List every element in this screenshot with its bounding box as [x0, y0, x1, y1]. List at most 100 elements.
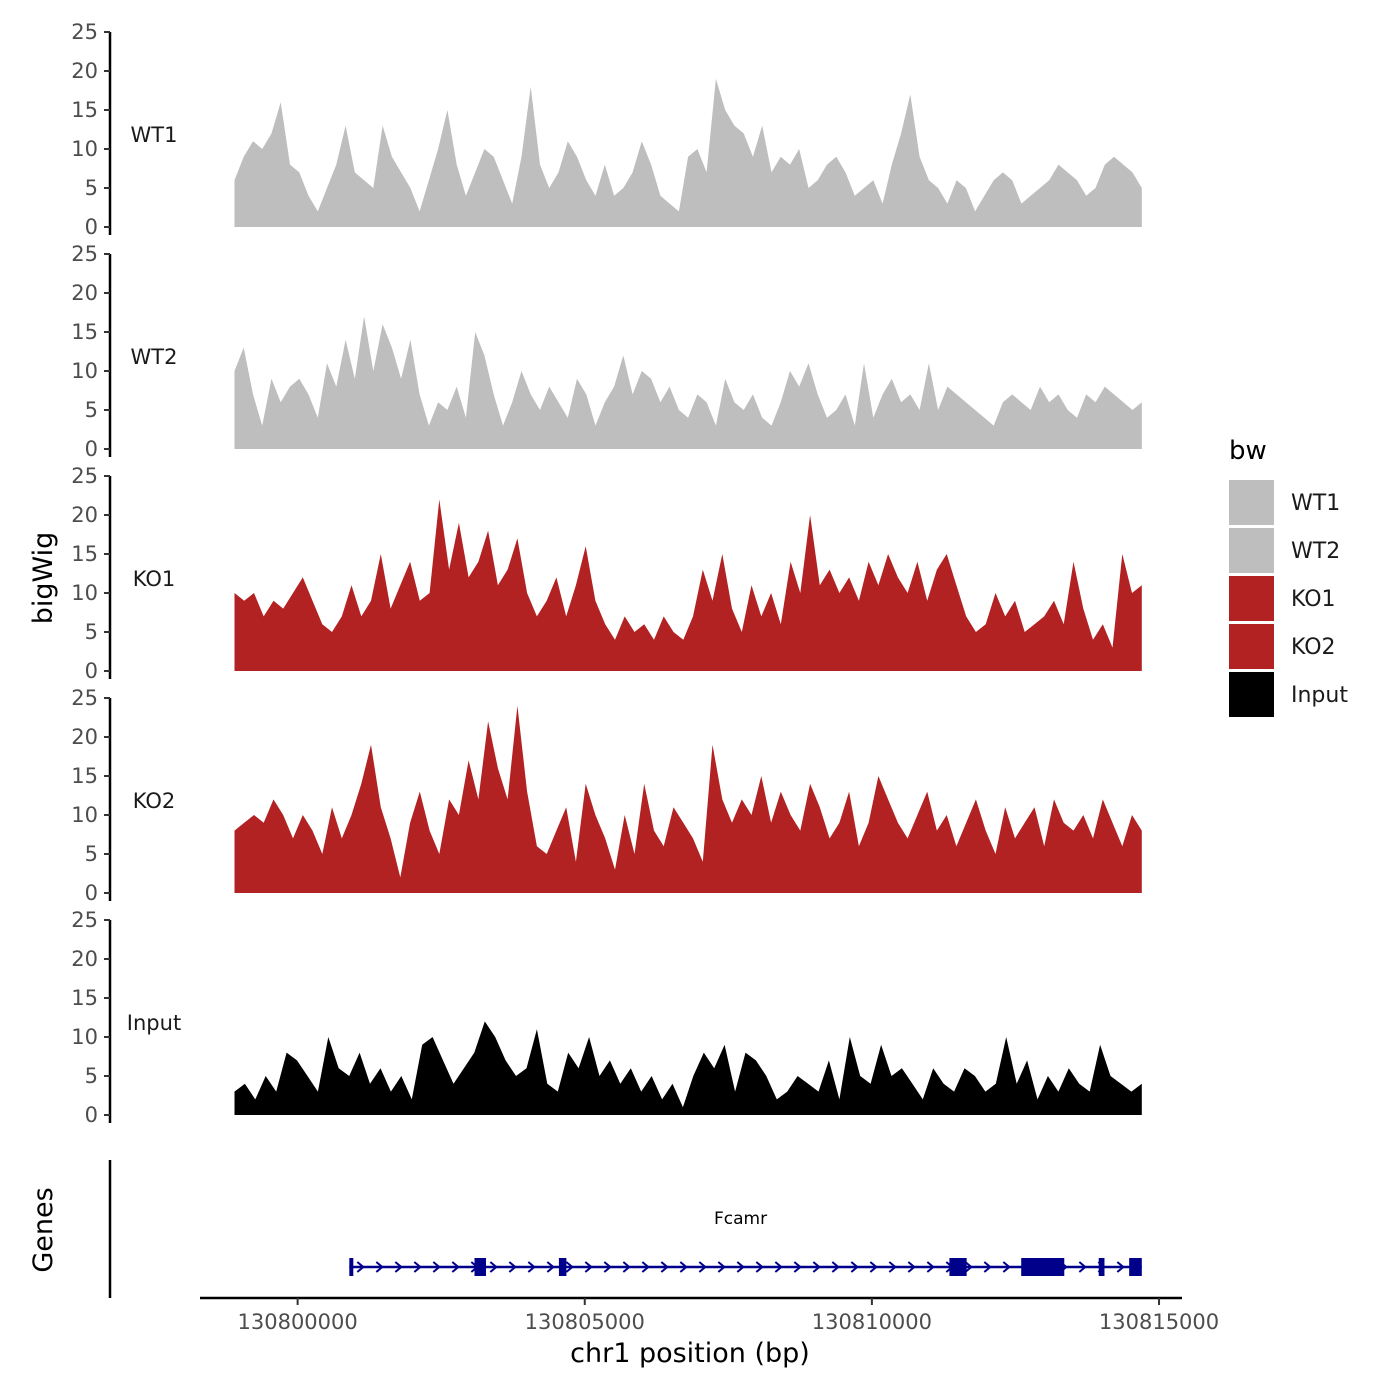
- strand-arrow: [641, 1261, 650, 1273]
- x-tick-label: 130810000: [812, 1310, 932, 1334]
- y-tick-label: 15: [71, 764, 98, 788]
- x-axis-title: chr1 position (bp): [570, 1338, 810, 1369]
- y-tick-label: 25: [71, 464, 98, 488]
- track-wt1: 0 5 10 15 20 25 WT1: [71, 20, 1142, 239]
- exon: [349, 1258, 354, 1276]
- track-ko2: 0 5 10 15 20 25 KO2: [71, 686, 1142, 905]
- strand-arrow: [1116, 1261, 1125, 1273]
- strand-arrow: [698, 1261, 707, 1273]
- y-tick-label: 15: [71, 542, 98, 566]
- strand-arrow: [964, 1261, 973, 1273]
- area-input: [234, 1021, 1142, 1115]
- y-tick-label: 5: [85, 620, 98, 644]
- y-tick-label: 10: [71, 359, 98, 383]
- strand-arrow: [774, 1261, 783, 1273]
- legend-item-wt2: WT2: [1229, 528, 1340, 573]
- exon: [1021, 1258, 1065, 1276]
- y-tick-label: 15: [71, 98, 98, 122]
- legend-label: Input: [1291, 683, 1348, 708]
- y-tick-label: 20: [71, 59, 98, 83]
- strand-arrow: [983, 1261, 992, 1273]
- y-tick-label: 0: [85, 659, 98, 683]
- y-tick-label: 5: [85, 398, 98, 422]
- y-tick-label: 0: [85, 215, 98, 239]
- y-tick-label: 0: [85, 881, 98, 905]
- exon: [1098, 1258, 1105, 1276]
- area-ko1: [234, 499, 1142, 671]
- track-label: KO2: [133, 789, 176, 813]
- legend-swatch: [1229, 672, 1274, 717]
- y-tick-label: 15: [71, 320, 98, 344]
- y-tick-label: 20: [71, 281, 98, 305]
- track-label: Input: [127, 1011, 181, 1035]
- y-tick-label: 20: [71, 503, 98, 527]
- strand-arrow: [546, 1261, 555, 1273]
- x-tick-label: 130805000: [525, 1310, 645, 1334]
- strand-arrow: [907, 1261, 916, 1273]
- exon: [474, 1258, 486, 1276]
- strand-arrow: [508, 1261, 517, 1273]
- y-axis-title: bigWig: [28, 532, 59, 625]
- x-tick-label: 130800000: [238, 1310, 358, 1334]
- y-tick-label: 10: [71, 137, 98, 161]
- legend-item-ko1: KO1: [1229, 576, 1336, 621]
- strand-arrow: [679, 1261, 688, 1273]
- y-tick-label: 20: [71, 947, 98, 971]
- x-tick-label: 130815000: [1099, 1310, 1219, 1334]
- y-tick-label: 10: [71, 1025, 98, 1049]
- legend-swatch: [1229, 528, 1274, 573]
- y-tick-label: 25: [71, 908, 98, 932]
- strand-arrow: [850, 1261, 859, 1273]
- legend-label: KO2: [1291, 635, 1336, 660]
- strand-arrow: [1078, 1261, 1087, 1273]
- x-axis: 130800000 130805000 130810000 130815000: [200, 1296, 1219, 1334]
- track-label: KO1: [133, 567, 176, 591]
- y-tick-label: 10: [71, 803, 98, 827]
- legend: bw WT1 WT2 KO1 KO2 Input: [1229, 436, 1348, 717]
- strand-arrow: [926, 1261, 935, 1273]
- y-tick-label: 25: [71, 686, 98, 710]
- exon: [949, 1258, 967, 1276]
- legend-item-wt1: WT1: [1229, 480, 1340, 525]
- strand-arrow: [717, 1261, 726, 1273]
- strand-arrow: [451, 1261, 460, 1273]
- y-tick-label: 0: [85, 437, 98, 461]
- track-label: WT1: [131, 123, 178, 147]
- strand-arrow: [660, 1261, 669, 1273]
- legend-swatch: [1229, 576, 1274, 621]
- legend-swatch: [1229, 480, 1274, 525]
- strand-arrow: [793, 1261, 802, 1273]
- strand-arrow: [622, 1261, 631, 1273]
- y-tick-label: 5: [85, 176, 98, 200]
- legend-label: WT2: [1291, 539, 1340, 564]
- legend-item-ko2: KO2: [1229, 624, 1336, 669]
- y-tick-label: 10: [71, 581, 98, 605]
- exon: [1129, 1258, 1142, 1276]
- track-wt2: 0 5 10 15 20 25 WT2: [71, 242, 1142, 461]
- strand-arrow: [812, 1261, 821, 1273]
- strand-arrow: [831, 1261, 840, 1273]
- legend-swatch: [1229, 624, 1274, 669]
- y-tick-label: 5: [85, 1064, 98, 1088]
- genes-axis-title: Genes: [28, 1187, 59, 1272]
- strand-arrow: [356, 1261, 365, 1273]
- strand-arrow: [394, 1261, 403, 1273]
- area-wt1: [234, 78, 1142, 227]
- strand-arrow: [869, 1261, 878, 1273]
- strand-arrow: [413, 1261, 422, 1273]
- signal-tracks: 0 5 10 15 20 25 WT1 0 5 10 15 20 25 WT2 0 5 10 15 20 25 KO1 0…: [71, 20, 1142, 1127]
- legend-title: bw: [1229, 436, 1267, 466]
- area-ko2: [234, 705, 1142, 893]
- exon: [558, 1258, 567, 1276]
- strand-arrow: [432, 1261, 441, 1273]
- strand-arrow: [584, 1261, 593, 1273]
- y-tick-label: 25: [71, 242, 98, 266]
- strand-arrow: [736, 1261, 745, 1273]
- area-wt2: [234, 316, 1142, 449]
- y-tick-label: 20: [71, 725, 98, 749]
- strand-arrow: [375, 1261, 384, 1273]
- strand-arrow: [489, 1261, 498, 1273]
- track-label: WT2: [131, 345, 178, 369]
- legend-label: KO1: [1291, 587, 1336, 612]
